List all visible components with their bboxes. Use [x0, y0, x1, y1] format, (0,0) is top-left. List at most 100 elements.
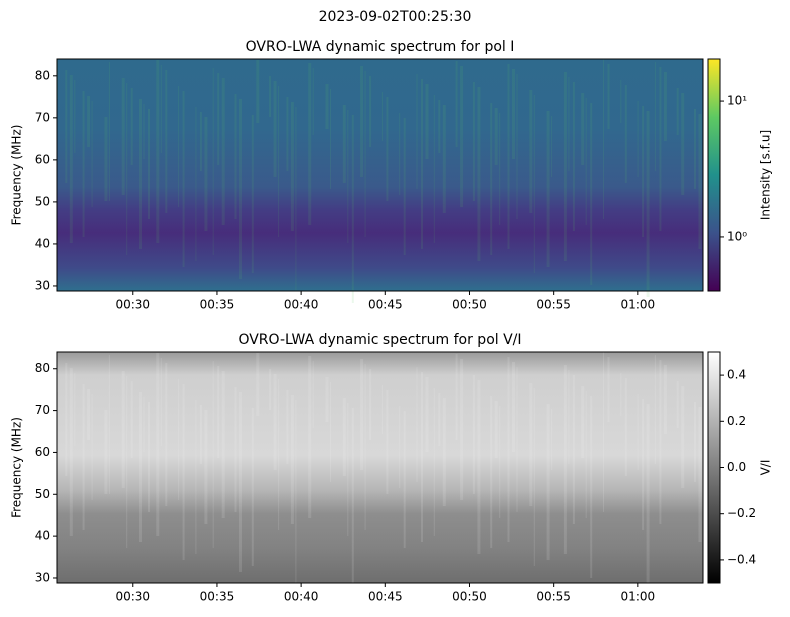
- texture-streak: [563, 365, 567, 554]
- texture-streak: [178, 379, 180, 500]
- texture-streak: [108, 62, 110, 201]
- x-tick-label: 00:50: [452, 298, 487, 312]
- texture-streak: [399, 406, 401, 488]
- texture-streak: [325, 377, 329, 422]
- texture-streak: [160, 358, 162, 446]
- x-tick-label: 00:55: [536, 590, 571, 604]
- texture-streak: [91, 394, 93, 500]
- texture-streak: [234, 387, 237, 512]
- texture-streak: [499, 406, 501, 518]
- x-tick-label: 00:30: [115, 298, 150, 312]
- texture-streak: [290, 102, 294, 231]
- texture-streak: [351, 115, 354, 303]
- texture-streak: [494, 401, 498, 458]
- texture-streak: [130, 88, 133, 165]
- texture-streak: [364, 364, 366, 530]
- y-tick-label: 60: [35, 152, 50, 166]
- texture-streak: [425, 84, 429, 159]
- texture-streak: [278, 86, 280, 237]
- texture-streak: [148, 109, 150, 219]
- spectrum-image: [57, 59, 703, 291]
- y-tick-label: 80: [35, 68, 50, 82]
- texture-streak: [273, 374, 277, 470]
- texture-streak: [126, 376, 128, 548]
- texture-streak: [330, 382, 331, 482]
- colorbar-tick-label: −0.2: [727, 506, 756, 520]
- texture-streak: [273, 81, 277, 177]
- colorbar-tick-label: 0.2: [727, 414, 746, 428]
- texture-streak: [676, 381, 679, 428]
- texture-streak: [646, 404, 650, 590]
- spectrum-image: [57, 352, 703, 583]
- texture-streak: [82, 384, 85, 530]
- x-tick-label: 00:45: [368, 590, 403, 604]
- texture-streak: [494, 108, 498, 165]
- texture-streak: [212, 68, 214, 255]
- texture-streak: [69, 75, 73, 243]
- texture-streak: [121, 78, 125, 195]
- texture-streak: [620, 80, 622, 123]
- y-tick-label: 70: [35, 110, 50, 124]
- texture-streak: [351, 408, 354, 596]
- texture-streak: [239, 99, 242, 279]
- texture-streak: [221, 78, 225, 225]
- texture-streak: [507, 64, 510, 249]
- texture-streak: [199, 112, 202, 171]
- texture-streak: [121, 371, 125, 488]
- panel-title: OVRO-LWA dynamic spectrum for pol V/I: [238, 332, 521, 348]
- texture-streak: [364, 71, 366, 237]
- texture-streak: [82, 91, 85, 237]
- texture-streak: [455, 354, 458, 440]
- texture-streak: [455, 61, 458, 147]
- colorbar: [707, 58, 721, 292]
- texture-streak: [74, 80, 76, 153]
- texture-streak: [416, 74, 418, 189]
- texture-streak: [104, 117, 108, 201]
- texture-streak: [251, 115, 254, 273]
- texture-streak: [286, 97, 289, 171]
- y-axis-label: Frequency (MHz): [10, 417, 24, 518]
- texture-streak: [295, 400, 297, 584]
- plot-frame: [56, 58, 704, 292]
- texture-streak: [386, 97, 389, 201]
- texture-streak: [234, 94, 237, 219]
- texture-streak: [646, 111, 650, 297]
- texture-streak: [659, 360, 662, 524]
- texture-streak: [460, 66, 464, 207]
- texture-streak: [325, 84, 329, 129]
- texture-streak: [698, 114, 702, 249]
- y-tick-label: 50: [35, 194, 50, 208]
- texture-streak: [204, 117, 208, 231]
- texture-streak: [195, 400, 197, 554]
- texture-streak: [681, 386, 685, 488]
- texture-streak: [433, 95, 435, 243]
- texture-streak: [199, 405, 202, 464]
- texture-streak: [654, 355, 656, 464]
- texture-streak: [529, 90, 533, 213]
- texture-streak: [572, 375, 575, 524]
- texture-streak: [403, 411, 406, 548]
- panel-title: OVRO-LWA dynamic spectrum for pol I: [246, 39, 515, 55]
- texture-streak: [551, 116, 553, 177]
- texture-streak: [477, 380, 481, 554]
- x-tick-label: 01:00: [621, 298, 656, 312]
- texture-streak: [663, 72, 667, 141]
- texture-streak: [529, 383, 533, 506]
- x-tick-label: 00:50: [452, 590, 487, 604]
- colorbar-tick-label: 0.0: [727, 460, 746, 474]
- colorbar-tick-label: −0.4: [727, 552, 756, 566]
- texture-streak: [551, 409, 553, 470]
- texture-streak: [342, 398, 346, 476]
- texture-streak: [442, 105, 446, 213]
- texture-streak: [607, 357, 610, 422]
- texture-streak: [490, 103, 493, 255]
- texture-streak: [156, 353, 160, 536]
- texture-streak: [139, 99, 142, 249]
- y-tick-label: 50: [35, 487, 50, 501]
- colorbar-tick-label: 10¹: [727, 94, 747, 108]
- texture-streak: [139, 392, 142, 542]
- texture-streak: [312, 361, 314, 428]
- texture-streak: [603, 59, 604, 219]
- texture-streak: [512, 69, 515, 159]
- texture-streak: [421, 79, 423, 249]
